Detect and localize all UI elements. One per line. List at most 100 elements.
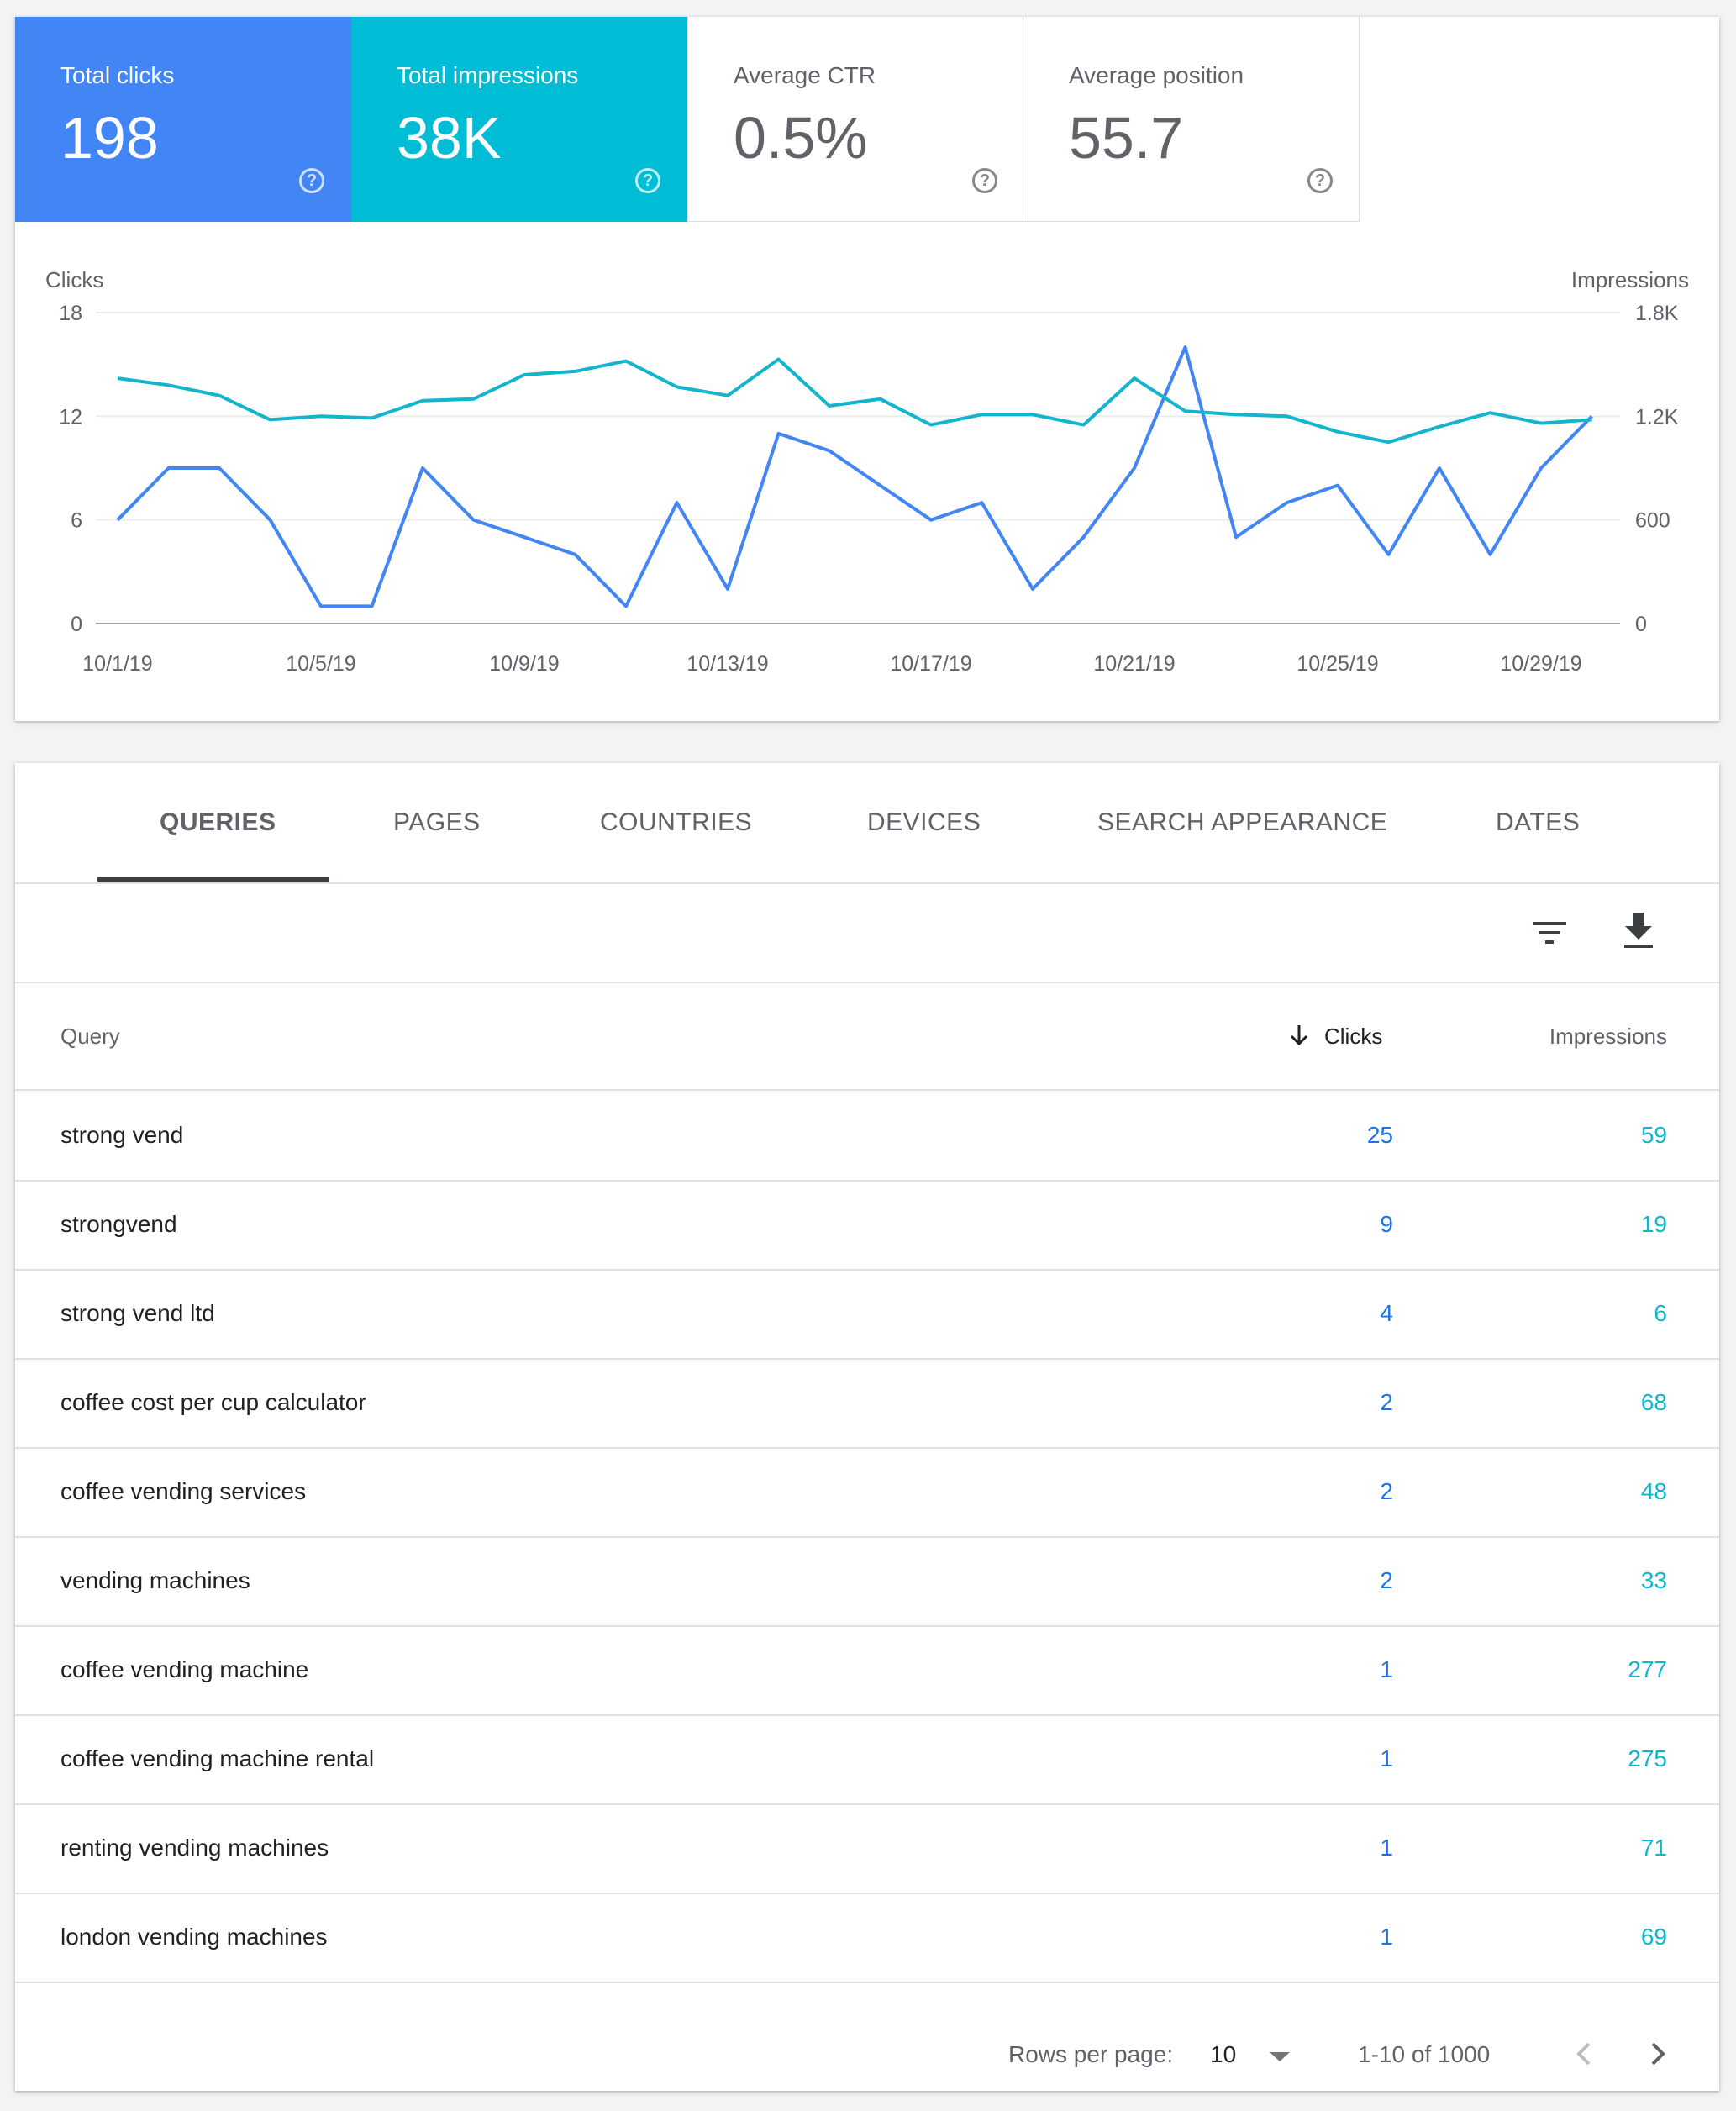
- x-tick-label: 10/1/19: [82, 652, 152, 676]
- y-tick-label-left: 6: [71, 509, 82, 533]
- column-header-query[interactable]: Query: [60, 1024, 120, 1049]
- query-cell: coffee vending machine: [60, 1656, 309, 1682]
- table-row[interactable]: strong vend ltd 4 6: [15, 1269, 1719, 1360]
- dropdown-arrow-icon[interactable]: [1267, 2044, 1292, 2069]
- impressions-cell: 71: [1640, 1835, 1667, 1861]
- x-tick-label: 10/13/19: [687, 652, 768, 676]
- impressions-cell: 275: [1628, 1745, 1667, 1771]
- arrow-down-icon[interactable]: [1284, 1020, 1314, 1050]
- help-icon[interactable]: ?: [1307, 168, 1333, 193]
- metric-label: Total impressions: [397, 62, 579, 88]
- previous-page-icon[interactable]: [1568, 2037, 1602, 2071]
- x-tick-label: 10/9/19: [489, 652, 559, 676]
- clicks-cell: 1: [1380, 1835, 1393, 1861]
- next-page-icon[interactable]: [1640, 2037, 1674, 2071]
- y-axis-left-title: Clicks: [45, 267, 103, 292]
- download-icon[interactable]: [1615, 908, 1662, 955]
- query-cell: vending machines: [60, 1567, 250, 1593]
- metric-label: Total clicks: [60, 62, 175, 88]
- filter-icon[interactable]: [1526, 909, 1573, 956]
- series-line-clicks: [116, 345, 1593, 608]
- impressions-cell: 59: [1640, 1122, 1667, 1148]
- table-row[interactable]: renting vending machines 1 71: [15, 1803, 1719, 1894]
- x-tick-label: 10/5/19: [286, 652, 355, 676]
- clicks-cell: 1: [1380, 1924, 1393, 1950]
- clicks-cell: 2: [1380, 1478, 1393, 1504]
- metric-total-clicks[interactable]: Total clicks 198 ?: [15, 17, 351, 222]
- x-tick-label: 10/29/19: [1500, 652, 1581, 676]
- table-toolbar: [15, 884, 1719, 983]
- impressions-cell: 277: [1628, 1656, 1667, 1682]
- column-header-impressions[interactable]: Impressions: [1549, 1024, 1667, 1049]
- y-axis-right-title: Impressions: [1571, 267, 1689, 292]
- table-header: Query Clicks Impressions: [15, 983, 1719, 1091]
- y-tick-label-right: 0: [1635, 613, 1647, 636]
- query-cell: strongvend: [60, 1211, 177, 1237]
- help-icon[interactable]: ?: [635, 168, 660, 193]
- active-tab-indicator: [97, 877, 329, 882]
- query-cell: strong vend ltd: [60, 1300, 215, 1326]
- metric-label: Average position: [1069, 62, 1244, 88]
- table-row[interactable]: coffee vending machine rental 1 275: [15, 1714, 1719, 1805]
- tab-devices[interactable]: DEVICES: [867, 808, 981, 836]
- query-cell: coffee vending services: [60, 1478, 307, 1504]
- metric-label: Average CTR: [734, 62, 876, 88]
- tab-countries[interactable]: COUNTRIES: [600, 808, 753, 836]
- series-line-impressions: [117, 357, 1592, 445]
- metric-tiles: Total clicks 198 ? Total impressions 38K…: [15, 17, 1361, 222]
- clicks-cell: 25: [1366, 1122, 1393, 1148]
- rows-per-page-select[interactable]: 10: [1210, 2041, 1237, 2067]
- table-row[interactable]: vending machines 2 33: [15, 1536, 1719, 1627]
- queries-card: QUERIES PAGES COUNTRIES DEVICES SEARCH A…: [15, 763, 1719, 2091]
- tab-pages[interactable]: PAGES: [393, 808, 481, 836]
- metric-average-position[interactable]: Average position 55.7 ?: [1023, 17, 1360, 222]
- performance-chart: Clicks Impressions 0 6 12 18 0 600 1.2K 1.8K 1…: [45, 267, 1689, 676]
- y-tick-label-right: 600: [1635, 509, 1670, 533]
- y-tick-label-left: 18: [59, 302, 82, 325]
- metric-value: 198: [60, 105, 159, 171]
- query-cell: coffee cost per cup calculator: [60, 1389, 366, 1415]
- help-icon[interactable]: ?: [299, 168, 324, 193]
- impressions-cell: 48: [1640, 1478, 1667, 1504]
- x-tick-label: 10/21/19: [1093, 652, 1175, 676]
- clicks-cell: 2: [1380, 1389, 1393, 1415]
- impressions-cell: 68: [1640, 1389, 1667, 1415]
- impressions-cell: 6: [1654, 1300, 1667, 1326]
- tab-queries[interactable]: QUERIES: [160, 808, 276, 836]
- clicks-cell: 1: [1380, 1656, 1393, 1682]
- query-cell: strong vend: [60, 1122, 184, 1148]
- table-row[interactable]: coffee vending services 2 48: [15, 1447, 1719, 1538]
- table-row[interactable]: london vending machines 1 69: [15, 1893, 1719, 1983]
- clicks-cell: 9: [1380, 1211, 1393, 1237]
- query-cell: coffee vending machine rental: [60, 1745, 375, 1771]
- y-tick-label-left: 12: [59, 405, 82, 429]
- metric-value: 38K: [397, 105, 502, 171]
- y-tick-label-right: 1.8K: [1635, 302, 1679, 325]
- metric-total-impressions[interactable]: Total impressions 38K ?: [351, 17, 687, 222]
- y-tick-label-left: 0: [71, 613, 82, 636]
- pagination: Rows per page: 10 1-10 of 1000: [15, 2019, 1719, 2091]
- clicks-cell: 1: [1380, 1745, 1393, 1771]
- metric-value: 0.5%: [734, 105, 868, 171]
- table-row[interactable]: coffee vending machine 1 277: [15, 1625, 1719, 1716]
- table-row[interactable]: coffee cost per cup calculator 2 68: [15, 1358, 1719, 1449]
- column-header-clicks[interactable]: Clicks: [1324, 1024, 1383, 1049]
- impressions-cell: 69: [1640, 1924, 1667, 1950]
- query-cell: london vending machines: [60, 1924, 328, 1950]
- metric-average-ctr[interactable]: Average CTR 0.5% ?: [687, 17, 1023, 222]
- help-icon[interactable]: ?: [972, 168, 997, 193]
- impressions-cell: 19: [1640, 1211, 1667, 1237]
- performance-card: Total clicks 198 ? Total impressions 38K…: [15, 17, 1719, 721]
- rows-per-page-label: Rows per page:: [1008, 2041, 1174, 2067]
- clicks-cell: 4: [1380, 1300, 1393, 1326]
- x-tick-label: 10/17/19: [890, 652, 971, 676]
- y-tick-label-right: 1.2K: [1635, 405, 1679, 429]
- impressions-cell: 33: [1640, 1567, 1667, 1593]
- query-cell: renting vending machines: [60, 1835, 329, 1861]
- table-row[interactable]: strong vend 25 59: [15, 1091, 1719, 1182]
- dimension-tabs: QUERIES PAGES COUNTRIES DEVICES SEARCH A…: [15, 763, 1719, 884]
- tab-search-appearance[interactable]: SEARCH APPEARANCE: [1097, 808, 1388, 836]
- metric-value: 55.7: [1069, 105, 1184, 171]
- tab-dates[interactable]: DATES: [1496, 808, 1581, 836]
- table-row[interactable]: strongvend 9 19: [15, 1180, 1719, 1271]
